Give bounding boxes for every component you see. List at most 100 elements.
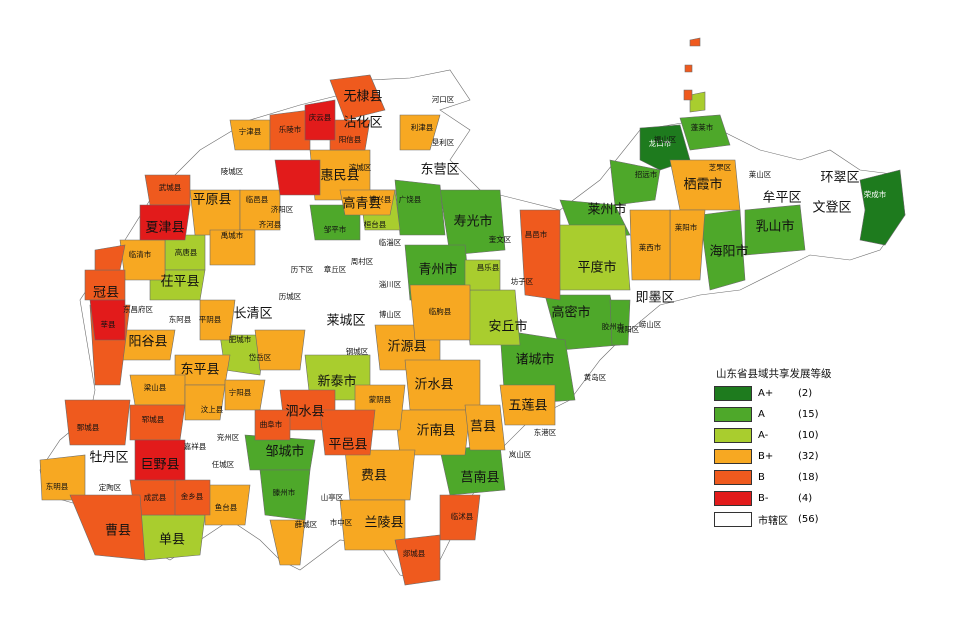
- legend: 山东省县域共享发展等级 A+ (2) A (15) A- (10) B+ (32…: [714, 366, 894, 532]
- region-wudi-red: [304, 99, 336, 141]
- map-label-binzhou: 滨城区: [349, 162, 372, 172]
- map-label-zhaoyuan: 招远市: [635, 169, 658, 179]
- map-label-yinan: 沂南县: [416, 423, 455, 439]
- map-label-juxian: 莒县: [470, 420, 496, 435]
- map-label-junan: 莒南县: [460, 470, 499, 486]
- region-lijin: [399, 114, 441, 151]
- map-label-shouguang: 寿光市: [453, 214, 492, 230]
- legend-row-a: A (15): [714, 406, 894, 423]
- region-pingyi: [319, 409, 376, 456]
- legend-swatch-b-plus: [714, 449, 752, 464]
- region-shouguang: [439, 189, 506, 256]
- map-label-tengzhou: 滕州市: [273, 487, 296, 497]
- region-juxian: [464, 404, 506, 451]
- map-label-penglai: 蓬莱市: [691, 122, 714, 132]
- legend-row-district: 市辖区 (56): [714, 511, 894, 528]
- map-label-wendeng: 文登区: [812, 201, 851, 216]
- islands: [683, 37, 701, 101]
- map-label-longkou: 龙口市: [649, 138, 672, 148]
- legend-count: (32): [798, 451, 819, 462]
- map-label-laizhou: 莱州市: [587, 202, 626, 218]
- region-juye-outline: [94, 244, 126, 271]
- map-label-laixi: 莱西市: [639, 242, 662, 252]
- map-label-lixia: 历下区: [291, 265, 314, 274]
- legend-row-b-plus: B+ (32): [714, 448, 894, 465]
- legend-count: (18): [798, 472, 819, 483]
- legend-count: (10): [798, 430, 819, 441]
- region-wulian: [499, 384, 556, 426]
- map-label-ningyang: 宁阳县: [229, 387, 252, 397]
- map-label-chengyang: 城阳区: [617, 325, 640, 334]
- map-label-laicheng: 莱城区: [326, 314, 365, 329]
- region-zhanhua-red: [274, 159, 321, 196]
- map-label-juancheng: 鄄城县: [77, 423, 100, 432]
- map-label-jinxiang: 金乡县: [181, 491, 204, 501]
- region-qufu: [254, 409, 291, 441]
- map-label-kenli: 垦利区: [432, 137, 455, 147]
- region-jiaozhou: [609, 299, 631, 346]
- legend-swatch-a-minus: [714, 428, 752, 443]
- map-label-anqiu: 安丘市: [488, 319, 527, 335]
- map-label-jimo: 即墨区: [635, 291, 674, 306]
- map-label-shanting: 山亭区: [321, 492, 344, 502]
- legend-row-a-minus: A- (10): [714, 427, 894, 444]
- map-label-gaomi: 高密市: [551, 305, 590, 321]
- map-label-shizhong: 市中区: [330, 517, 353, 527]
- legend-swatch-a-plus: [714, 386, 752, 401]
- region-feixian: [344, 449, 416, 501]
- map-label-yanggu: 阳谷县: [128, 335, 167, 350]
- region-juye: [134, 439, 186, 481]
- map-label-zoucheng: 邹城市: [265, 444, 304, 460]
- map-label-gaoqing: 高青县: [342, 196, 381, 212]
- legend-label: A-: [758, 430, 769, 441]
- region-linshu: [439, 494, 481, 541]
- region-laixi: [629, 209, 671, 281]
- region-guangrao: [394, 179, 446, 236]
- map-label-laiyang: 莱阳市: [675, 222, 698, 232]
- region-wenshang: [184, 384, 226, 421]
- map-label-xuecheng: 薛城区: [295, 519, 318, 529]
- map-label-dingtao: 定陶区: [99, 482, 122, 492]
- map-label-mudan: 牡丹区: [89, 451, 128, 466]
- map-label-jiyang: 济阳区: [271, 204, 294, 214]
- region-juancheng: [64, 399, 131, 446]
- map-label-pingdu: 平度市: [577, 260, 616, 276]
- legend-count: (56): [798, 514, 819, 525]
- map-label-feicheng: 肥城市: [229, 334, 252, 344]
- map-label-xiajin: 夏津县: [145, 221, 184, 236]
- region-anqiu: [464, 289, 521, 346]
- map-label-kuiwen: 奎文区: [489, 234, 512, 244]
- map-label-linyi_dz: 临邑县: [246, 194, 269, 204]
- map-label-yishui: 沂水县: [414, 378, 453, 393]
- map-label-laoshan: 崂山区: [639, 319, 662, 329]
- legend-count: (4): [798, 493, 813, 504]
- legend-swatch-district: [714, 512, 752, 527]
- region-daiyue: [254, 329, 306, 371]
- region-caoxian: [69, 494, 146, 561]
- map-label-daiyue: 岱岳区: [249, 352, 272, 362]
- legend-label: B-: [758, 493, 769, 504]
- region-dongming: [39, 454, 86, 501]
- map-label-gangcheng: 钢城区: [346, 346, 369, 356]
- map-label-rongcheng: 荣成市: [864, 189, 887, 199]
- map-label-fangzi: 坊子区: [511, 276, 534, 286]
- region-linqing: [119, 239, 166, 281]
- map-label-changqing: 长清区: [233, 307, 272, 322]
- map-label-haiyang: 海阳市: [709, 244, 748, 260]
- map-label-caoxian: 曹县: [105, 524, 131, 539]
- map-label-zhucheng: 诸城市: [515, 352, 554, 368]
- map-label-pingyi: 平邑县: [328, 438, 367, 453]
- map-label-zhanhua: 沾化区: [343, 116, 382, 131]
- map-label-hekou: 河口区: [432, 95, 455, 104]
- map-label-chengwu: 成武县: [144, 492, 167, 502]
- map-label-linqing: 临清市: [129, 249, 152, 259]
- map-label-xinxian: 莘县: [101, 319, 116, 329]
- map-label-pingyuan: 平原县: [192, 193, 231, 208]
- map-label-qihe: 齐河县: [259, 219, 282, 229]
- region-linyi: [239, 189, 281, 231]
- map-label-linqu: 临朐县: [429, 306, 452, 316]
- map-label-zhangqiu: 章丘区: [324, 264, 347, 274]
- region-qixia: [669, 159, 741, 211]
- map-label-mengyin: 蒙阴县: [369, 394, 392, 404]
- legend-label: A: [758, 409, 765, 420]
